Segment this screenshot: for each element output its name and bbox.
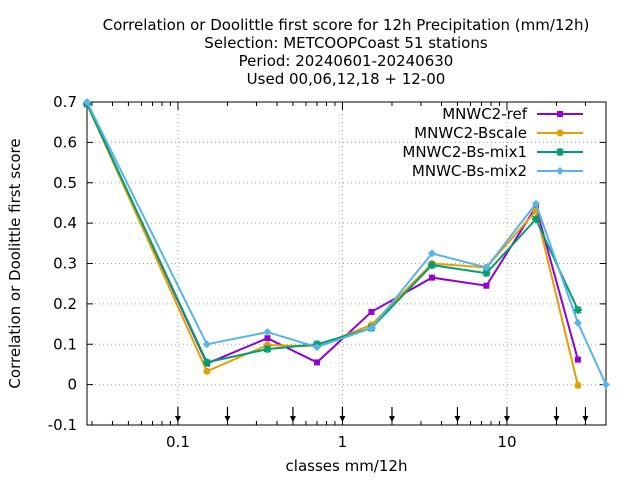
- class-marker-arrow: [582, 407, 589, 422]
- data-point: [531, 215, 540, 224]
- data-point: [427, 261, 436, 270]
- data-point: [574, 356, 581, 363]
- data-point: [531, 199, 540, 208]
- class-marker-arrow: [454, 407, 461, 422]
- y-tick-label: 0.6: [53, 133, 77, 151]
- y-tick-label: 0.4: [53, 214, 77, 232]
- y-tick-label: 0.1: [53, 335, 77, 353]
- class-marker-head: [582, 416, 589, 422]
- data-point: [312, 343, 321, 352]
- legend-label: MNWC-Bs-mix2: [412, 162, 527, 180]
- data-point: [313, 359, 320, 366]
- data-point: [573, 318, 582, 327]
- x-tick-label: 1: [338, 433, 348, 451]
- x-axis-label: classes mm/12h: [286, 457, 408, 475]
- y-axis: -0.1 0 0.1 0.2 0.3 0.4 0.5 0.6 0.7: [48, 93, 606, 434]
- star-stroke: [556, 148, 564, 156]
- x-tick-label: 0.1: [166, 433, 190, 451]
- class-marker-head: [503, 416, 510, 422]
- y-tick-label: 0.7: [53, 93, 77, 111]
- class-marker-head: [454, 416, 461, 422]
- data-point: [482, 263, 491, 272]
- star-stroke: [263, 345, 272, 353]
- legend: MNWC2-refMNWC2-BscaleMNWC2-Bs-mix1MNWC-B…: [402, 105, 583, 180]
- class-marker-arrow: [224, 407, 231, 422]
- plot-border: [86, 101, 607, 426]
- data-point: [83, 98, 91, 106]
- chart-title: Correlation or Doolittle first score for…: [103, 16, 590, 88]
- title-line: Period: 20240601-20240630: [239, 52, 454, 70]
- y-tick-label: 0.3: [53, 255, 77, 273]
- data-point: [203, 367, 211, 375]
- data-point: [202, 340, 211, 349]
- data-point: [483, 282, 490, 289]
- class-marker-arrow: [553, 407, 560, 422]
- class-marker-head: [339, 416, 346, 422]
- data-point: [202, 358, 211, 367]
- x-axis: 0.1 1 10: [91, 102, 607, 451]
- plot-frame: [86, 101, 607, 426]
- class-markers: [174, 407, 589, 422]
- y-axis-label: Correlation or Doolittle first score: [6, 138, 24, 388]
- grid: [87, 102, 606, 425]
- data-point: [263, 345, 272, 354]
- series-line: [86, 101, 607, 386]
- class-marker-head: [224, 416, 231, 422]
- class-marker-arrow: [388, 407, 395, 422]
- series-mnwc-bs-mix2: [83, 98, 610, 389]
- data-point: [264, 335, 271, 342]
- star-stroke: [532, 215, 540, 223]
- class-marker-head: [388, 416, 395, 422]
- star-stroke: [482, 269, 491, 277]
- class-marker-head: [289, 416, 296, 422]
- class-marker-head: [174, 416, 181, 422]
- y-tick-label: 0: [67, 376, 77, 394]
- x-tick-label: 10: [497, 433, 516, 451]
- class-marker-arrow: [503, 407, 510, 422]
- star-stroke: [574, 306, 582, 314]
- data-point: [602, 380, 610, 389]
- class-marker-head: [553, 416, 560, 422]
- class-marker-arrow: [289, 407, 296, 422]
- legend-marker: [556, 148, 564, 156]
- y-tick-label: 0.5: [53, 174, 77, 192]
- data-point: [427, 249, 436, 258]
- title-line: Correlation or Doolittle first score for…: [103, 16, 590, 34]
- y-tick-label: -0.1: [48, 416, 77, 434]
- data-point: [367, 324, 376, 333]
- class-marker-arrow: [174, 407, 181, 422]
- class-marker-arrow: [339, 407, 346, 422]
- legend-marker: [556, 167, 564, 175]
- data-point: [428, 274, 435, 281]
- data-point: [368, 308, 375, 315]
- legend-label: MNWC2-ref: [442, 105, 527, 123]
- title-line: Selection: METCOOPCoast 51 stations: [204, 34, 488, 52]
- title-line: Used 00,06,12,18 + 12-00: [247, 70, 446, 88]
- data-point: [574, 381, 582, 389]
- star-stroke: [428, 261, 436, 269]
- star-stroke: [203, 358, 211, 367]
- series: [83, 98, 610, 389]
- legend-label: MNWC2-Bs-mix1: [402, 143, 527, 161]
- legend-marker: [557, 111, 563, 117]
- data-point: [573, 305, 582, 314]
- data-point: [263, 328, 272, 337]
- legend-marker: [556, 129, 564, 137]
- legend-label: MNWC2-Bscale: [414, 124, 527, 142]
- y-tick-label: 0.2: [53, 295, 77, 313]
